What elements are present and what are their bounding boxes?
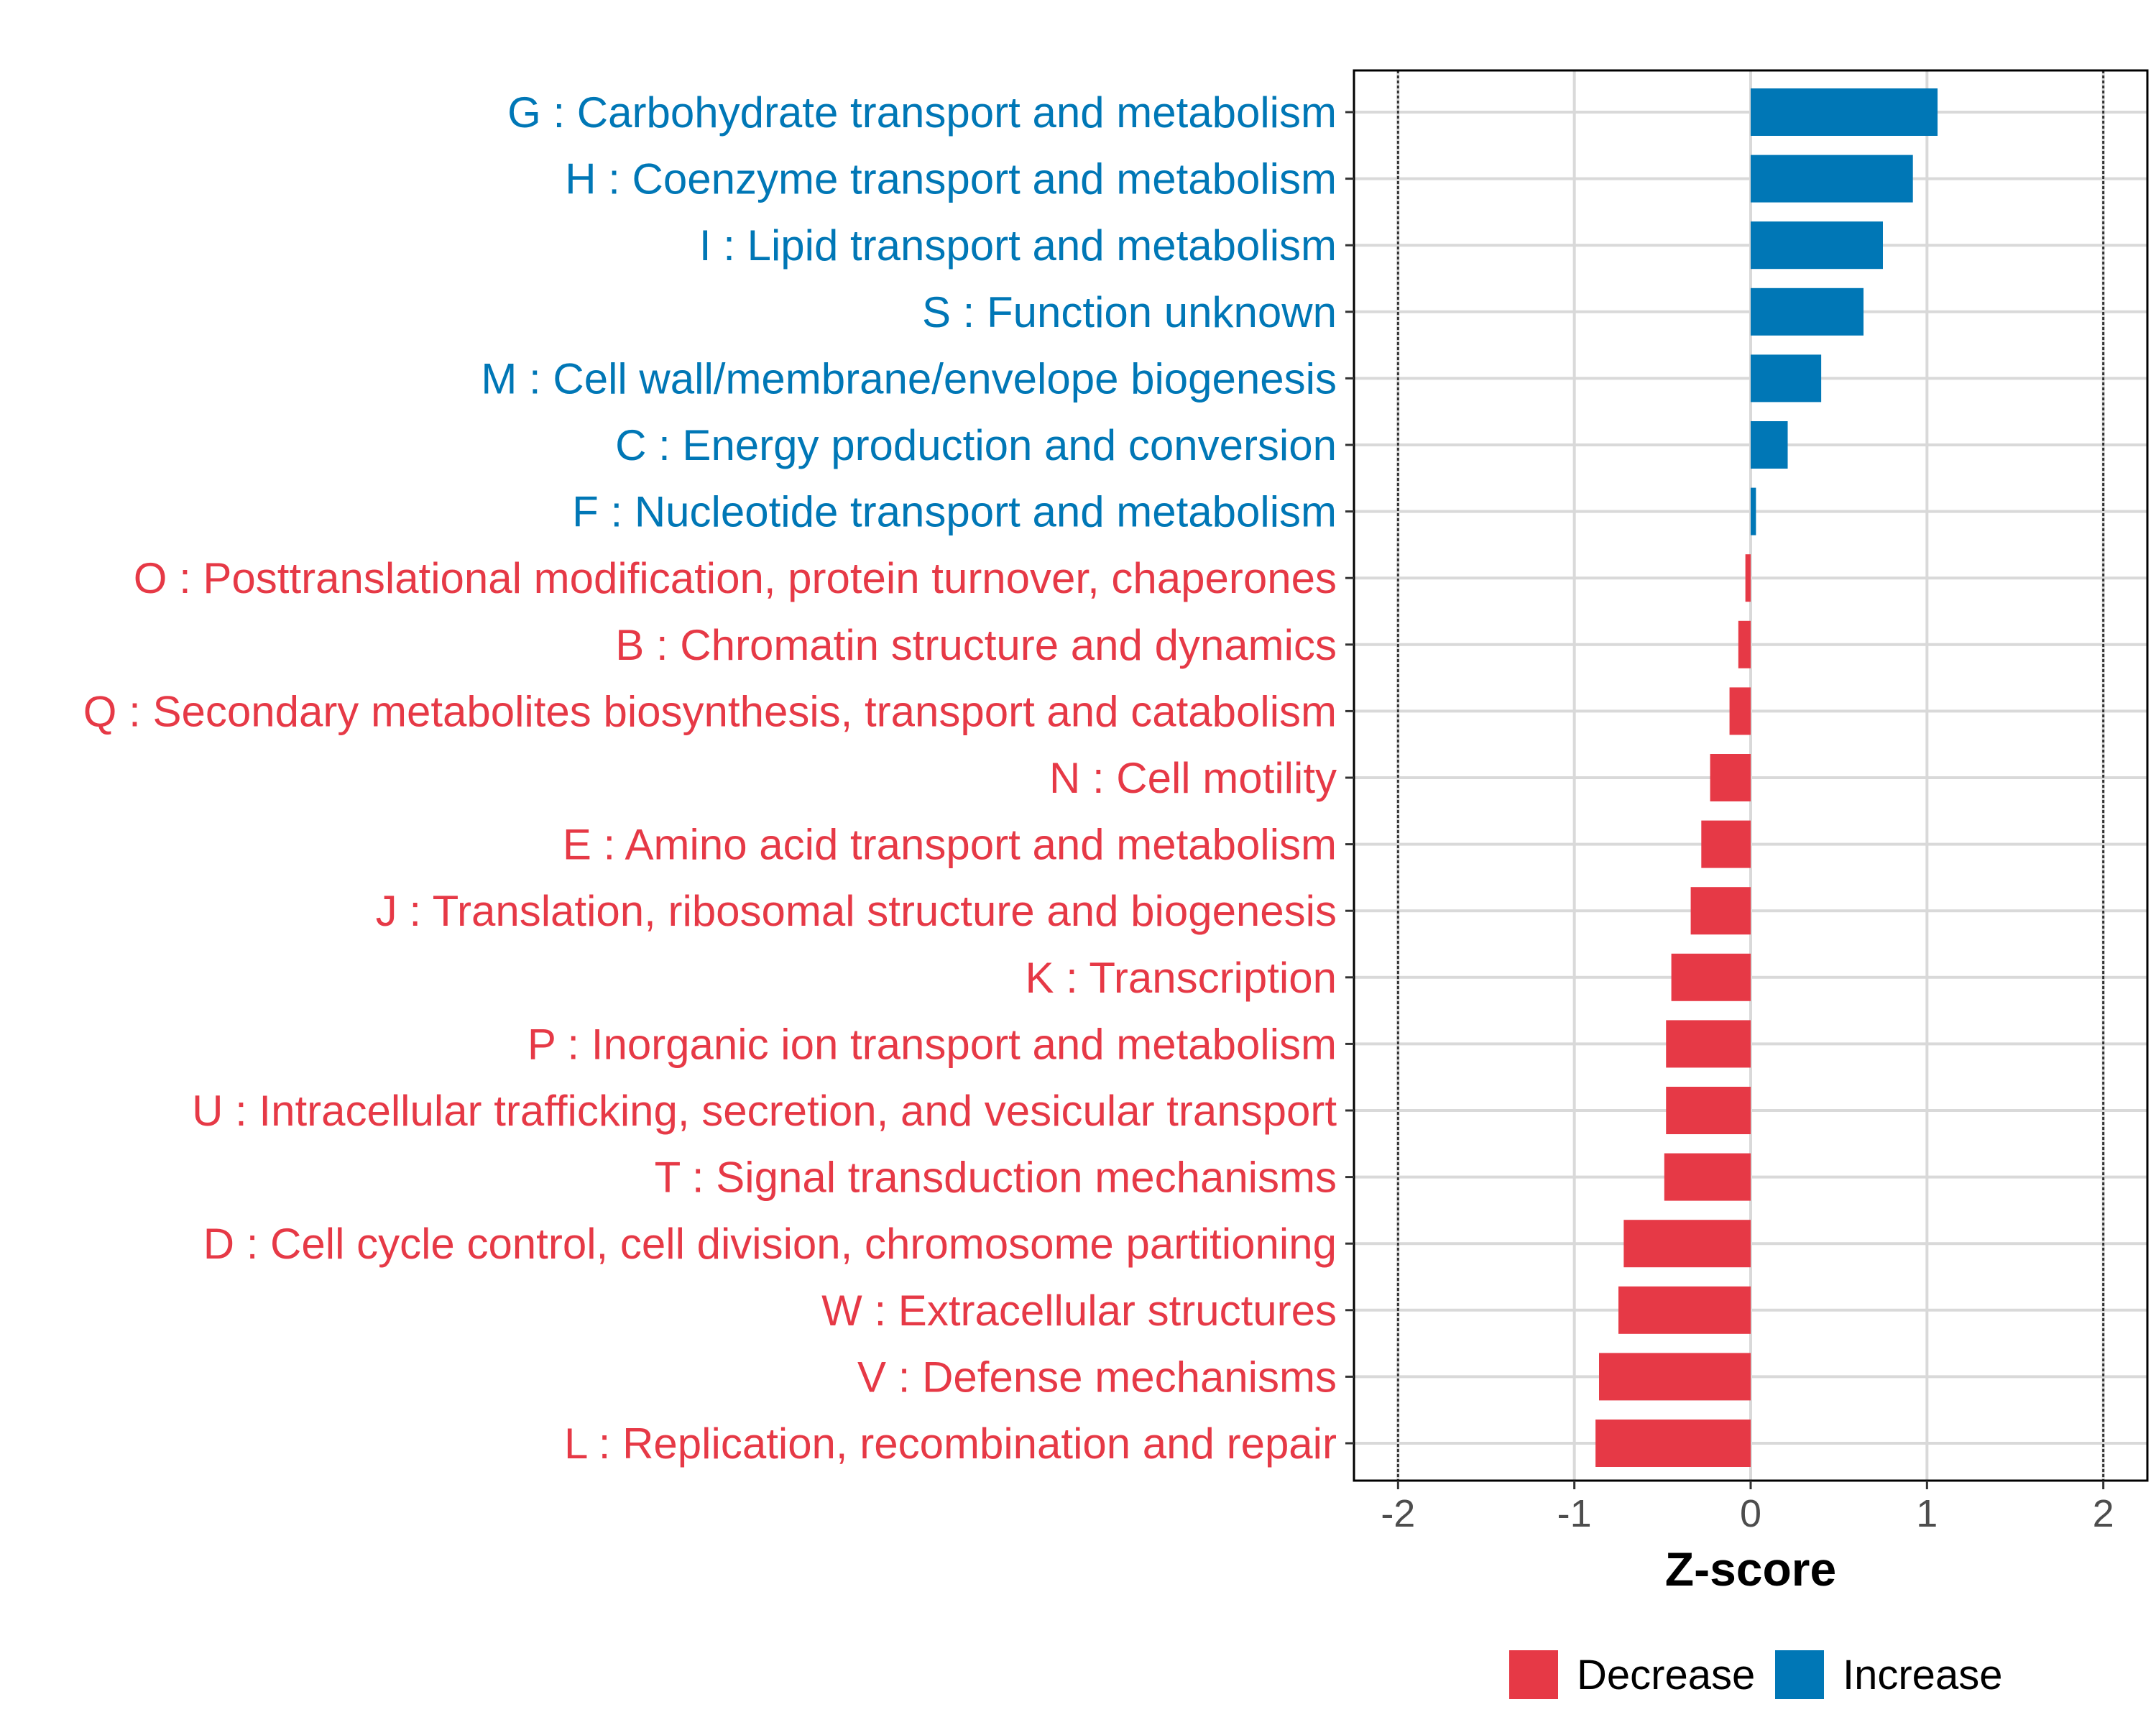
bar: [1751, 288, 1864, 336]
bar: [1690, 887, 1751, 935]
category-label: H : Coenzyme transport and metabolism: [565, 155, 1337, 203]
bar: [1710, 754, 1751, 801]
bar: [1595, 1420, 1751, 1467]
category-label: B : Chromatin structure and dynamics: [615, 621, 1337, 669]
x-tick-label: 0: [1740, 1492, 1761, 1535]
bar: [1729, 687, 1751, 735]
bar: [1599, 1353, 1751, 1401]
category-label: D : Cell cycle control, cell division, c…: [203, 1220, 1337, 1268]
category-label: K : Transcription: [1025, 954, 1337, 1002]
bar: [1671, 953, 1751, 1001]
bar: [1618, 1286, 1751, 1334]
category-labels: G : Carbohydrate transport and metabolis…: [83, 88, 1337, 1468]
x-axis-title: Z-score: [1665, 1542, 1836, 1596]
x-tick-label: 1: [1916, 1492, 1938, 1535]
bar: [1751, 88, 1938, 136]
category-label: Q : Secondary metabolites biosynthesis, …: [83, 687, 1337, 735]
category-label: U : Intracellular trafficking, secretion…: [192, 1087, 1337, 1135]
legend-swatch-increase: [1775, 1650, 1824, 1699]
bar: [1666, 1020, 1751, 1068]
category-label: V : Defense mechanisms: [857, 1353, 1337, 1401]
x-tick-label: 2: [2093, 1492, 2114, 1535]
x-tick-label: -2: [1381, 1492, 1415, 1535]
category-label: F : Nucleotide transport and metabolism: [572, 488, 1337, 536]
bar: [1751, 354, 1822, 402]
reference-lines: [1396, 70, 2105, 1481]
category-label: I : Lipid transport and metabolism: [699, 221, 1337, 270]
bar: [1666, 1087, 1751, 1134]
bar: [1751, 155, 1913, 203]
category-label: M : Cell wall/membrane/envelope biogenes…: [481, 354, 1337, 402]
category-label: O : Posttranslational modification, prot…: [134, 554, 1337, 602]
bar: [1751, 487, 1756, 535]
bar: [1623, 1220, 1751, 1268]
legend-label-decrease: Decrease: [1577, 1652, 1755, 1698]
category-label: T : Signal transduction mechanisms: [655, 1154, 1337, 1202]
legend-label-increase: Increase: [1843, 1652, 2002, 1698]
bar: [1751, 421, 1788, 469]
category-label: W : Extracellular structures: [821, 1287, 1337, 1335]
x-axis-ticks: -2 -1 0 1 2: [1381, 1481, 2114, 1535]
bar: [1745, 554, 1751, 602]
x-tick-label: -1: [1557, 1492, 1592, 1535]
bar: [1701, 820, 1751, 868]
bar: [1738, 620, 1751, 668]
legend-swatch-decrease: [1509, 1650, 1558, 1699]
category-ticks: [1345, 111, 1354, 1445]
bar: [1751, 221, 1883, 270]
category-label: P : Inorganic ion transport and metaboli…: [528, 1020, 1337, 1068]
bars: [1595, 88, 1938, 1467]
category-label: L : Replication, recombination and repai…: [564, 1420, 1337, 1468]
category-label: E : Amino acid transport and metabolism: [563, 821, 1337, 869]
category-label: S : Function unknown: [922, 288, 1337, 336]
legend: Decrease Increase: [1509, 1650, 2002, 1699]
category-label: C : Energy production and conversion: [615, 421, 1337, 469]
category-label: N : Cell motility: [1049, 754, 1337, 802]
bar: [1664, 1153, 1751, 1201]
category-label: J : Translation, ribosomal structure and…: [376, 887, 1337, 935]
category-label: G : Carbohydrate transport and metabolis…: [507, 88, 1337, 137]
